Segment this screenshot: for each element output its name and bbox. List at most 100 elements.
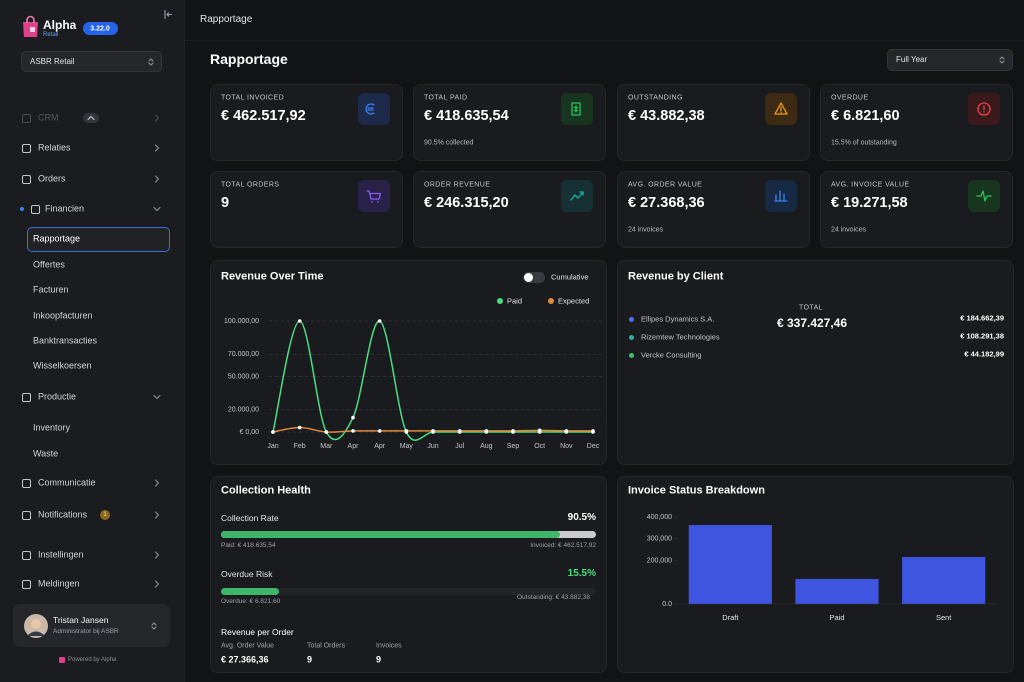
nav-icon bbox=[31, 205, 40, 214]
chevron bbox=[153, 551, 161, 559]
nav-item: CRM bbox=[38, 114, 59, 123]
data-point bbox=[405, 429, 409, 433]
breadcrumb: Rapportage bbox=[200, 15, 252, 25]
kpi-value: € 6.821,60 bbox=[831, 109, 900, 124]
nav-icon bbox=[22, 393, 31, 402]
brand-name: Alpha bbox=[43, 19, 76, 31]
per-order-title: Revenue per Order bbox=[221, 628, 294, 637]
avatar bbox=[24, 614, 48, 638]
data-point bbox=[511, 429, 515, 433]
data-point bbox=[431, 429, 435, 433]
risk-value: 15.5% bbox=[568, 569, 596, 579]
overdue-text: Overdue: € 6.821,60 bbox=[221, 599, 280, 606]
y-tick-label: 400,000 bbox=[647, 514, 672, 521]
kpi-value: € 246.315,20 bbox=[424, 196, 509, 211]
card-title: Collection Health bbox=[221, 486, 311, 497]
nav-subitem[interactable]: Facturen bbox=[33, 286, 69, 295]
client-dot bbox=[629, 353, 634, 358]
user-name: Tristan Jansen bbox=[53, 616, 108, 625]
chevron bbox=[153, 175, 161, 183]
logo-tag bbox=[30, 27, 35, 32]
kpi-value: € 462.517,92 bbox=[221, 109, 306, 124]
nav-item[interactable]: Instellingen bbox=[38, 551, 84, 560]
chevron-icon bbox=[149, 59, 153, 65]
y-tick-label: 70.000,00 bbox=[228, 351, 259, 358]
invoiced-text: Invoiced: € 462.517,92 bbox=[530, 543, 596, 550]
chevron bbox=[153, 479, 161, 487]
nav-icon bbox=[22, 511, 31, 520]
nav-item[interactable]: Communicatie bbox=[38, 479, 96, 488]
x-tick-label: Oct bbox=[534, 443, 545, 450]
nav-item[interactable]: Financien bbox=[45, 205, 84, 214]
kpi-icon-glyph bbox=[775, 103, 787, 114]
kpi-label: AVG. INVOICE VALUE bbox=[831, 182, 910, 189]
stat-value: 9 bbox=[376, 656, 381, 665]
chevron-icon bbox=[156, 176, 159, 182]
kpi-value: € 27.368,36 bbox=[628, 196, 705, 211]
x-tick-label: Feb bbox=[294, 443, 306, 450]
nav-subitem[interactable]: Wisselkoersen bbox=[33, 362, 92, 371]
x-tick-label: Jul bbox=[455, 443, 464, 450]
kpi-label: ORDER REVENUE bbox=[424, 182, 490, 189]
bar bbox=[689, 525, 772, 604]
kpi-label: TOTAL INVOICED bbox=[221, 95, 284, 102]
y-tick-label: € 0,00 bbox=[240, 429, 260, 436]
kpi-icon-glyph bbox=[572, 103, 580, 115]
rate-bar bbox=[221, 531, 560, 538]
kpi-note: 15.5% of outstanding bbox=[831, 140, 897, 147]
chevron-icon bbox=[1000, 57, 1004, 63]
nav-item[interactable]: Notifications bbox=[38, 511, 87, 520]
nav-subitem[interactable]: Banktransacties bbox=[33, 337, 97, 346]
data-point bbox=[298, 319, 302, 323]
chevron-icon bbox=[88, 117, 94, 120]
client-name: Ellipes Dynamics S.A. bbox=[641, 315, 714, 323]
client-value: € 108.291,38 bbox=[960, 332, 1004, 340]
nav-subitem[interactable]: Waste bbox=[33, 450, 58, 459]
x-tick-label: Sent bbox=[936, 613, 952, 622]
kpi-label: OVERDUE bbox=[831, 95, 868, 102]
chevron bbox=[153, 511, 161, 519]
x-tick-label: Nov bbox=[560, 443, 573, 450]
data-point bbox=[351, 429, 355, 433]
bar bbox=[795, 579, 878, 604]
nav-subitem[interactable]: Rapportage bbox=[33, 235, 80, 244]
risk-title: Overdue Risk bbox=[221, 570, 273, 579]
x-tick-label: Paid bbox=[829, 613, 844, 622]
kpi-icon-glyph bbox=[367, 191, 381, 202]
nav-icon bbox=[22, 144, 31, 153]
kpi-label: OUTSTANDING bbox=[628, 95, 683, 102]
chevron bbox=[153, 114, 161, 122]
nav-subitem[interactable]: Inkoopfacturen bbox=[33, 312, 93, 321]
data-point bbox=[378, 429, 382, 433]
chevron-icon bbox=[156, 552, 159, 558]
nav-subitem[interactable]: Inventory bbox=[33, 424, 70, 433]
period: Full Year bbox=[896, 56, 927, 64]
nav-item[interactable]: Relaties bbox=[38, 144, 71, 153]
chevron-icon bbox=[156, 145, 159, 151]
nav-item[interactable]: Meldingen bbox=[38, 580, 80, 589]
kpi-icon bbox=[974, 186, 994, 206]
active-dot bbox=[20, 207, 24, 211]
y-tick-label: 20.000,00 bbox=[228, 407, 259, 414]
client-card bbox=[617, 260, 1014, 465]
nav-item[interactable]: Productie bbox=[38, 393, 76, 402]
chevron-icon bbox=[156, 480, 159, 486]
kpi-label: AVG. ORDER VALUE bbox=[628, 182, 702, 189]
total-value: € 337.427,46 bbox=[777, 317, 847, 329]
data-point bbox=[538, 429, 542, 433]
x-tick-label: Mar bbox=[320, 443, 333, 450]
bar-chart: 0.0200,000300,000400,000DraftPaidSent bbox=[617, 476, 1014, 673]
nav-item[interactable]: Orders bbox=[38, 175, 66, 184]
kpi-icon-glyph bbox=[571, 192, 583, 200]
chevron-icon bbox=[156, 115, 159, 121]
y-tick-label: 200,000 bbox=[647, 557, 672, 564]
avatar-face bbox=[31, 619, 41, 629]
version: 3.22.0 bbox=[90, 25, 109, 32]
y-tick-label: 300,000 bbox=[647, 536, 672, 543]
chevron bbox=[153, 144, 161, 152]
brand-sub: Retail bbox=[43, 32, 58, 38]
nav-subitem[interactable]: Offertes bbox=[33, 261, 65, 270]
powered-by: Powered by Alpha bbox=[68, 657, 116, 663]
chevron-icon bbox=[154, 396, 160, 399]
risk-bar bbox=[221, 588, 279, 595]
